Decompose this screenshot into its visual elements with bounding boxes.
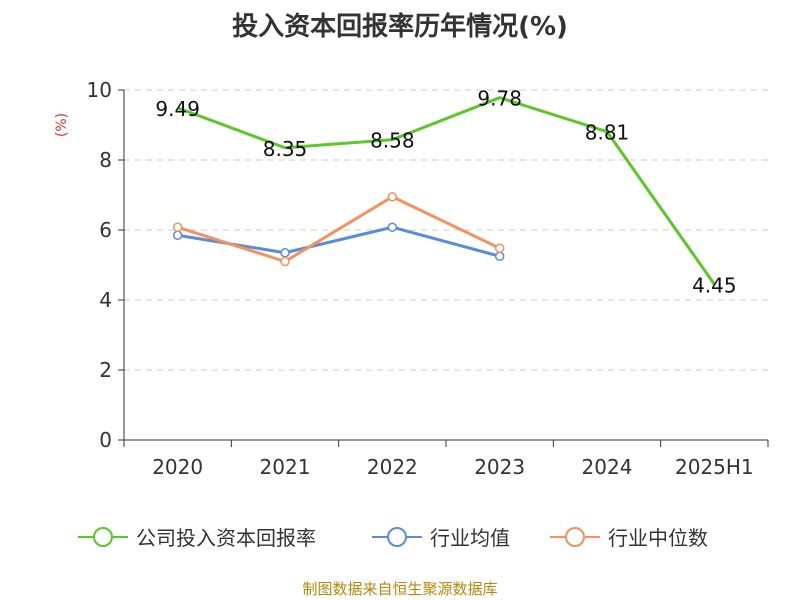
data-point: [494, 251, 505, 261]
data-point: [172, 222, 183, 232]
y-axis-label: (%): [54, 113, 70, 137]
x-tick-label: 2021: [260, 455, 311, 479]
data-point: [387, 192, 398, 202]
data-label: 8.81: [585, 121, 630, 145]
legend-label: 公司投入资本回报率: [136, 526, 316, 550]
legend-marker: [565, 527, 585, 547]
x-tick-label: 2023: [474, 455, 525, 479]
data-point: [280, 256, 290, 267]
x-tick-label: 2022: [367, 455, 418, 479]
y-tick-label: 4: [99, 288, 112, 312]
data-label: 9.49: [155, 97, 200, 121]
data-point: [280, 248, 290, 258]
x-tick-label: 2025H1: [675, 455, 754, 479]
legend-label: 行业均值: [430, 526, 510, 550]
data-point: [172, 230, 183, 240]
y-tick-label: 0: [99, 428, 112, 452]
data-point: [387, 222, 398, 232]
y-tick-label: 8: [99, 148, 112, 172]
x-tick-label: 2024: [582, 455, 633, 479]
y-tick-label: 10: [87, 78, 112, 102]
legend-marker: [93, 527, 113, 547]
source-note: 制图数据来自恒生聚源数据库: [302, 580, 498, 598]
y-tick-label: 2: [99, 358, 112, 382]
data-label: 9.78: [477, 87, 522, 111]
data-label: 4.45: [692, 273, 737, 297]
chart-title: 投入资本回报率历年情况(%): [232, 12, 568, 42]
series-line: [177, 195, 501, 263]
x-tick-label: 2020: [152, 455, 203, 479]
data-label: 8.58: [370, 129, 415, 153]
data-point: [494, 243, 505, 253]
legend-marker: [387, 527, 407, 547]
y-tick-label: 6: [99, 218, 112, 242]
legend-label: 行业中位数: [608, 526, 708, 550]
series-line: [177, 96, 716, 286]
data-label: 8.35: [263, 137, 308, 161]
